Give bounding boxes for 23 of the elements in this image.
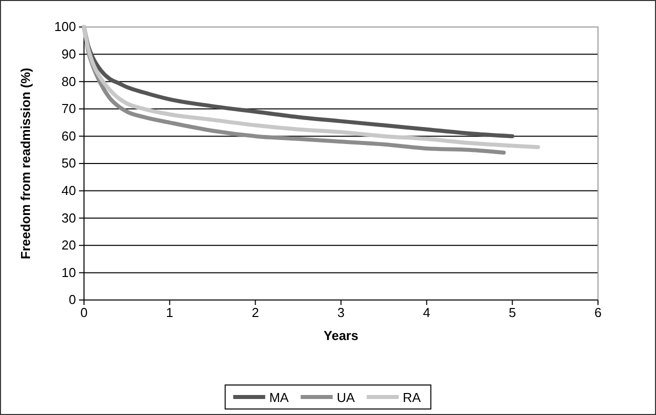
x-tick-label: 4 (423, 305, 430, 320)
x-tick-label: 5 (508, 305, 516, 320)
legend-label: RA (402, 390, 422, 405)
y-tick-label: 30 (62, 210, 76, 226)
legend-label: UA (336, 390, 356, 405)
y-tick-label: 10 (62, 264, 76, 280)
y-tick-label: 40 (62, 182, 76, 198)
y-tick-label: 70 (62, 101, 76, 116)
x-tick-label: 1 (166, 305, 174, 320)
y-tick-label: 20 (62, 238, 76, 253)
x-tick-label: 6 (594, 305, 602, 320)
y-tick-label: 50 (62, 156, 76, 171)
y-tick-label: 0 (68, 292, 76, 308)
legend-label: MA (269, 390, 290, 405)
y-tick-label: 80 (62, 74, 76, 89)
x-axis-title: Years (324, 328, 358, 343)
y-tick-label: 60 (62, 128, 76, 144)
y-tick-label: 90 (62, 46, 76, 62)
y-tick-label: 100 (54, 19, 76, 34)
y-axis-title: Freedom from readmission (%) (18, 68, 33, 260)
x-tick-label: 0 (80, 305, 88, 320)
x-tick-label: 3 (337, 305, 345, 320)
x-tick-label: 2 (252, 305, 259, 320)
